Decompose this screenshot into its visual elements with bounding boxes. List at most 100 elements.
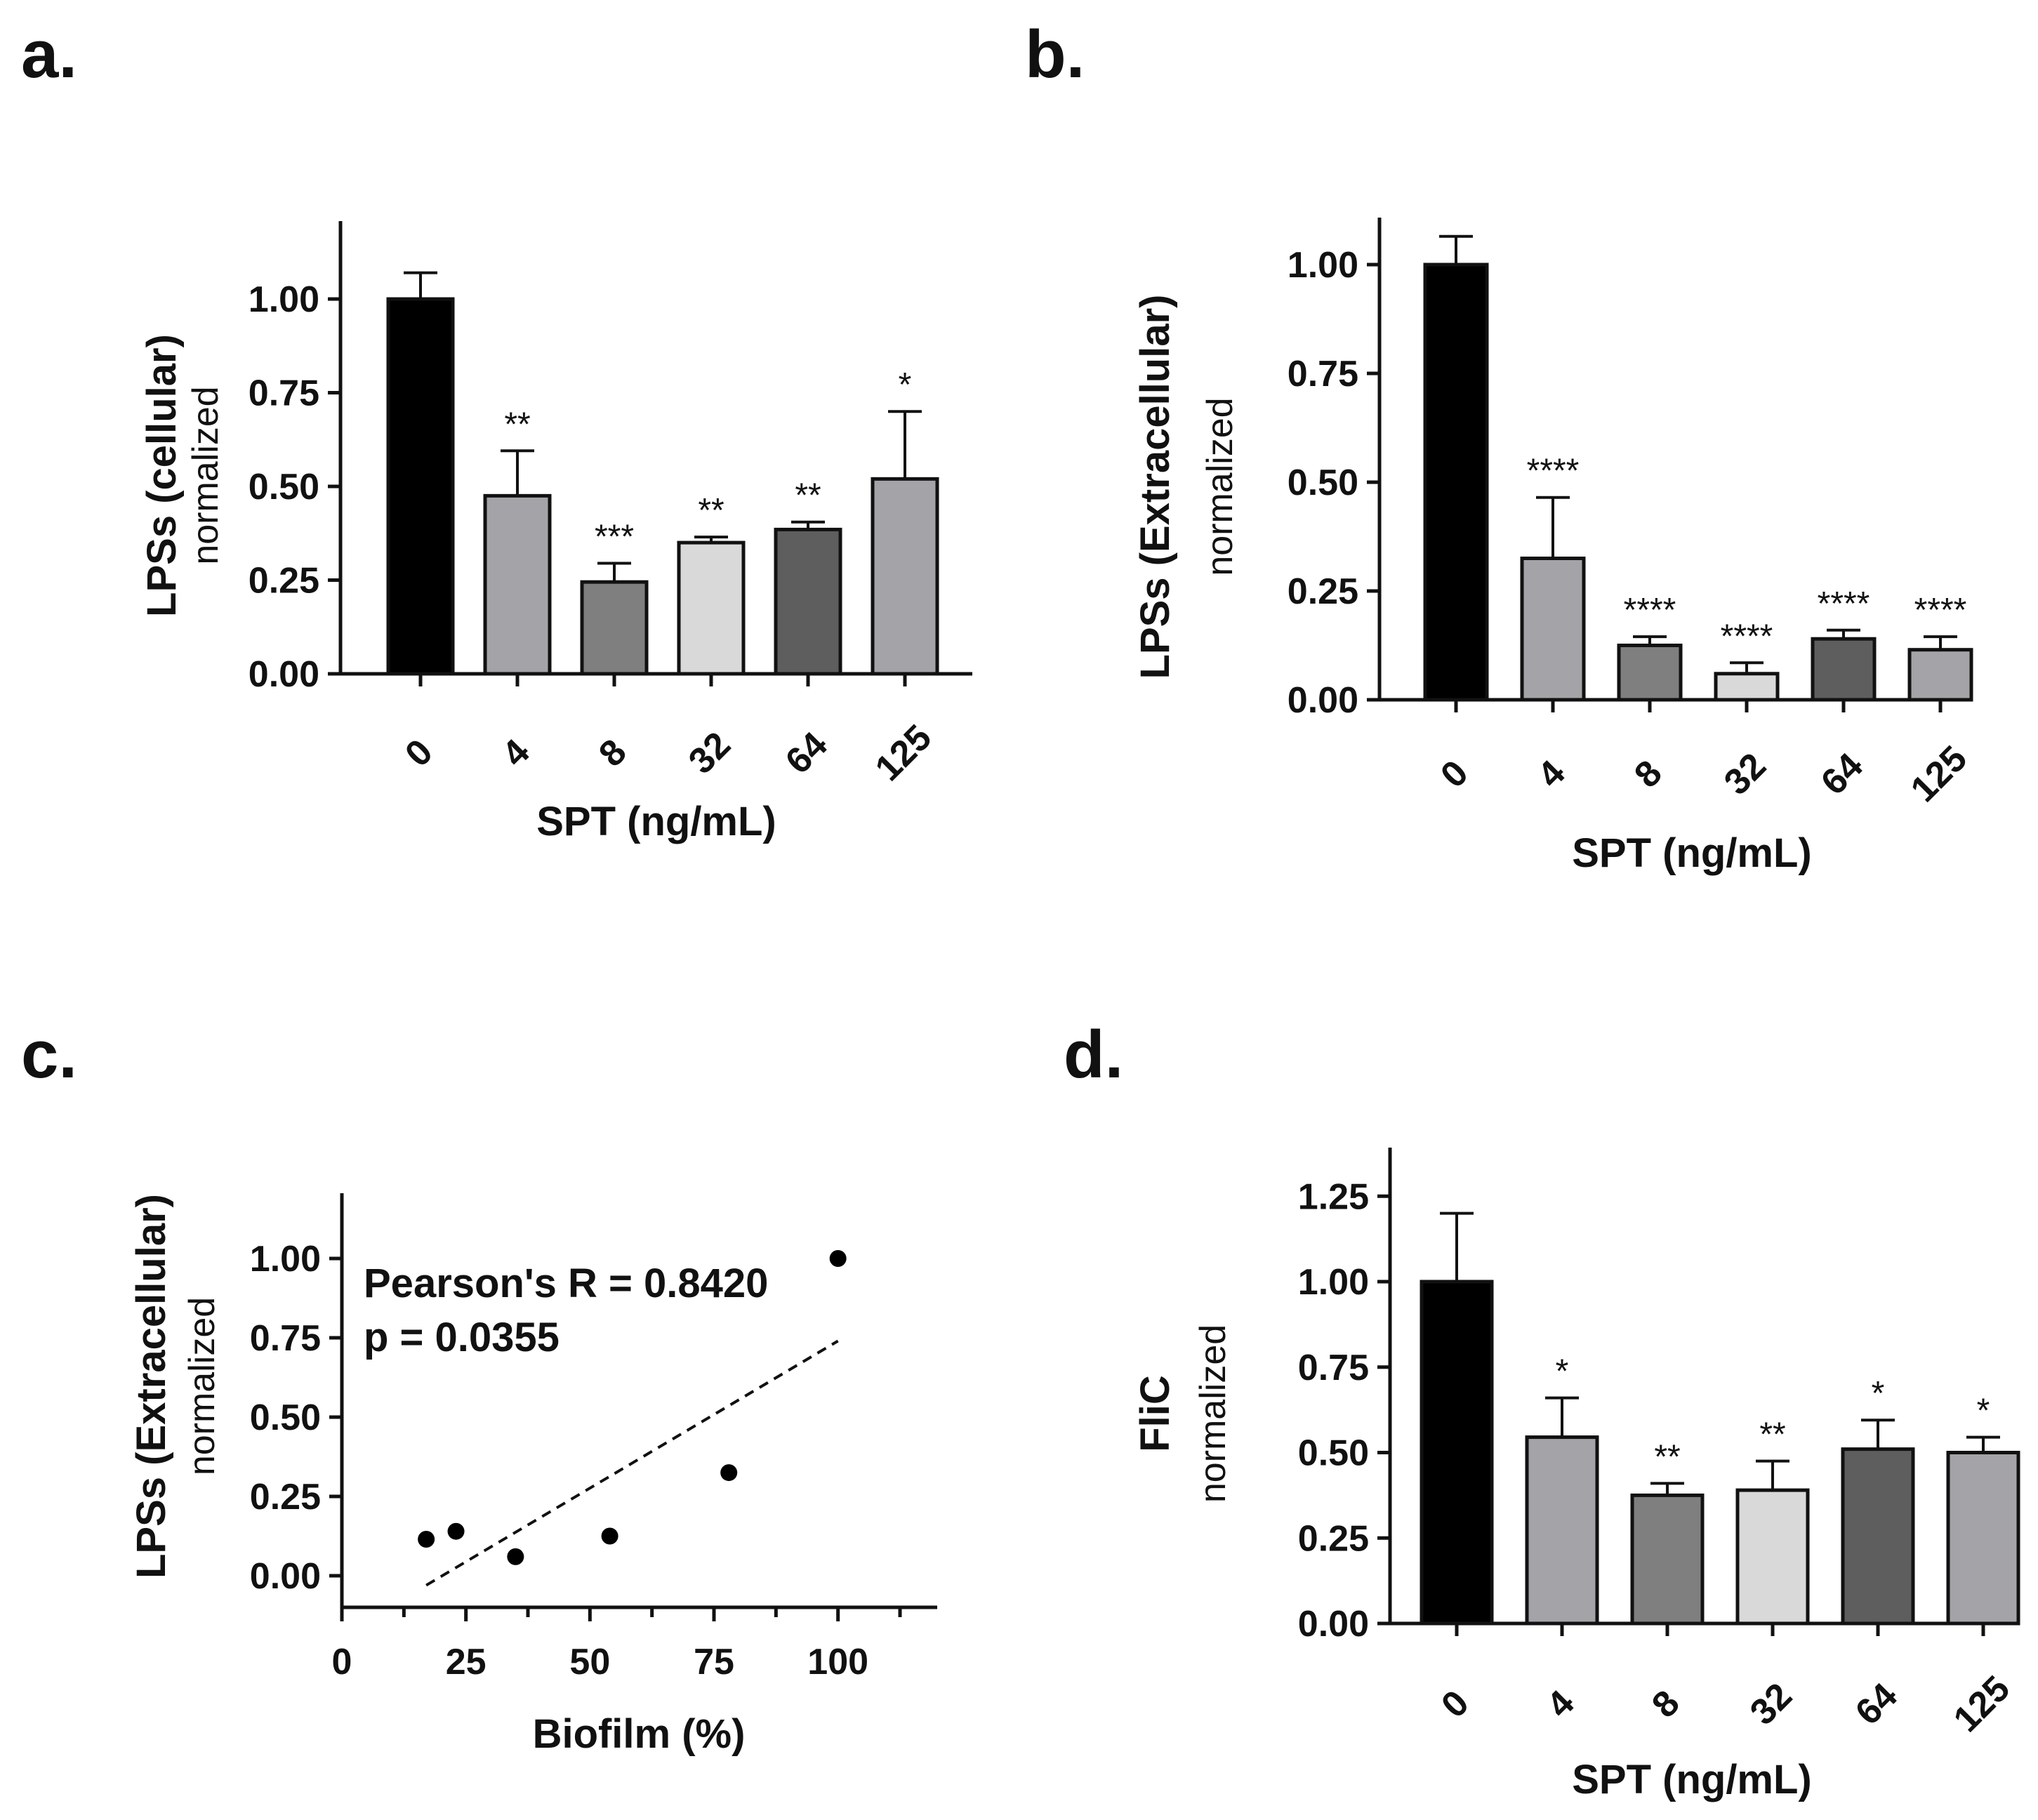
y-tick-label: 0.75 [250,1318,321,1359]
x-tick-label: 32 [681,724,739,782]
chart-a: 0.00 0.25 0.50 0.75 1.00 0 ** 4 *** 8 ** 32 ** 64 * 125… [139,221,972,844]
x-tick-label: 8 [591,731,634,774]
regression-line [425,1339,839,1587]
significance-label: *** [595,518,634,555]
bar-0 [1420,1280,1494,1626]
significance-label: ** [504,406,530,443]
y-tick-label: 0.25 [1288,571,1358,612]
bar-32 [1714,672,1780,702]
bar-125 [1907,648,1973,702]
x-tick-label: 100 [807,1642,868,1682]
y-tick-label: 0.00 [250,1556,321,1597]
significance-label: **** [1624,592,1676,629]
x-tick-label: 50 [569,1642,610,1682]
x-axis-title: SPT (ng/mL) [536,799,776,844]
bar-8 [580,580,649,676]
significance-label: * [1872,1375,1885,1412]
y-tick-label: 0.50 [1298,1433,1369,1474]
bar-8 [1617,644,1683,702]
scatter-point [829,1250,847,1267]
x-tick-label: 125 [1946,1668,2018,1740]
chart-b: 0.00 0.25 0.50 0.75 1.00 0 **** 4 **** 8 **** 32 ***… [1132,218,1975,876]
panel-label-b: b. [1025,17,1085,92]
y-tick-label: 0.50 [1288,463,1358,503]
x-axis-title: SPT (ng/mL) [1572,830,1812,876]
panel-label-a: a. [21,17,77,92]
y-tick-label: 0.75 [1298,1348,1369,1388]
x-tick-label: 64 [778,724,835,782]
significance-label: ** [1654,1438,1680,1475]
x-tick-label: 75 [694,1642,734,1682]
y-axis-subtitle: normalized [1200,397,1240,576]
y-tick-label: 1.00 [249,279,319,320]
bar-0 [1423,263,1489,702]
scatter-point [720,1464,738,1482]
panel-label-c: c. [21,1017,77,1092]
y-axis-title: LPSs (Extracellular) [1132,295,1178,679]
y-axis-title: LPSs (Extracellular) [128,1194,174,1579]
bar-32 [1735,1488,1810,1626]
bar-125 [1946,1451,2020,1626]
significance-label: **** [1721,618,1773,655]
y-axis-title: LPSs (cellular) [139,334,185,617]
x-tick-label: 64 [1813,745,1871,803]
bar-125 [871,477,939,676]
x-tick-label: 25 [446,1642,487,1682]
significance-label: * [1556,1353,1569,1390]
bar-4 [1525,1435,1599,1626]
x-tick-label: 125 [868,717,939,789]
pearson-annotation: Pearson's R = 0.8420 [364,1261,768,1306]
y-axis-subtitle: normalized [182,1297,223,1475]
x-tick-label: 0 [1434,1682,1476,1725]
bar-64 [1841,1447,1915,1626]
x-tick-label: 64 [1848,1675,1905,1733]
x-tick-label: 0 [332,1642,352,1682]
x-tick-label: 4 [1539,1682,1582,1726]
significance-label: **** [1914,592,1967,629]
y-tick-label: 0.00 [1288,680,1358,721]
y-tick-label: 0.00 [1298,1604,1369,1645]
y-tick-label: 1.25 [1298,1176,1369,1217]
y-tick-label: 0.75 [1288,354,1358,394]
x-tick-label: 32 [1716,745,1774,803]
y-tick-label: 0.25 [249,561,319,602]
y-tick-label: 0.25 [1298,1518,1369,1559]
bar-8 [1630,1493,1705,1626]
x-tick-label: 0 [1433,752,1476,795]
y-tick-label: 0.25 [250,1477,321,1517]
significance-label: ** [795,477,821,514]
scatter-point [601,1527,618,1545]
x-tick-label: 8 [1627,752,1669,795]
y-tick-label: 0.50 [250,1397,321,1438]
y-tick-label: 1.00 [250,1239,321,1280]
significance-label: ** [698,492,724,529]
bar-4 [483,493,552,676]
x-tick-label: 8 [1644,1682,1687,1725]
bar-0 [386,297,455,676]
panel-label-d: d. [1064,1017,1123,1092]
scatter-point [447,1522,465,1540]
y-axis-title: FliC [1132,1375,1178,1452]
bar-64 [774,527,842,676]
chart-d: 0.00 0.25 0.50 0.75 1.00 1.25 0 * 4 ** 8 ** 32 * 64 * 12… [1132,1148,2020,1802]
x-tick-label: 4 [494,731,538,775]
x-axis-title: Biofilm (%) [533,1711,746,1757]
y-tick-label: 1.00 [1298,1262,1369,1303]
y-tick-label: 1.00 [1288,245,1358,286]
x-tick-label: 32 [1742,1675,1800,1733]
y-tick-label: 0.50 [249,467,319,507]
y-tick-label: 0.75 [249,373,319,414]
bar-32 [677,540,746,676]
significance-label: * [1977,1393,1990,1430]
p-value-annotation: p = 0.0355 [364,1315,560,1360]
y-axis-subtitle: normalized [1193,1324,1233,1503]
x-tick-label: 4 [1530,752,1573,796]
significance-label: ** [1759,1416,1785,1454]
x-tick-label: 0 [397,731,440,774]
x-tick-label: 125 [1903,738,1975,810]
scatter-point [507,1548,524,1565]
significance-label: **** [1818,585,1870,623]
chart-c: 0.00 0.25 0.50 0.75 1.00 0 25 50 75 100 Pearson's … [128,1193,937,1757]
x-axis-title: SPT (ng/mL) [1572,1757,1812,1802]
